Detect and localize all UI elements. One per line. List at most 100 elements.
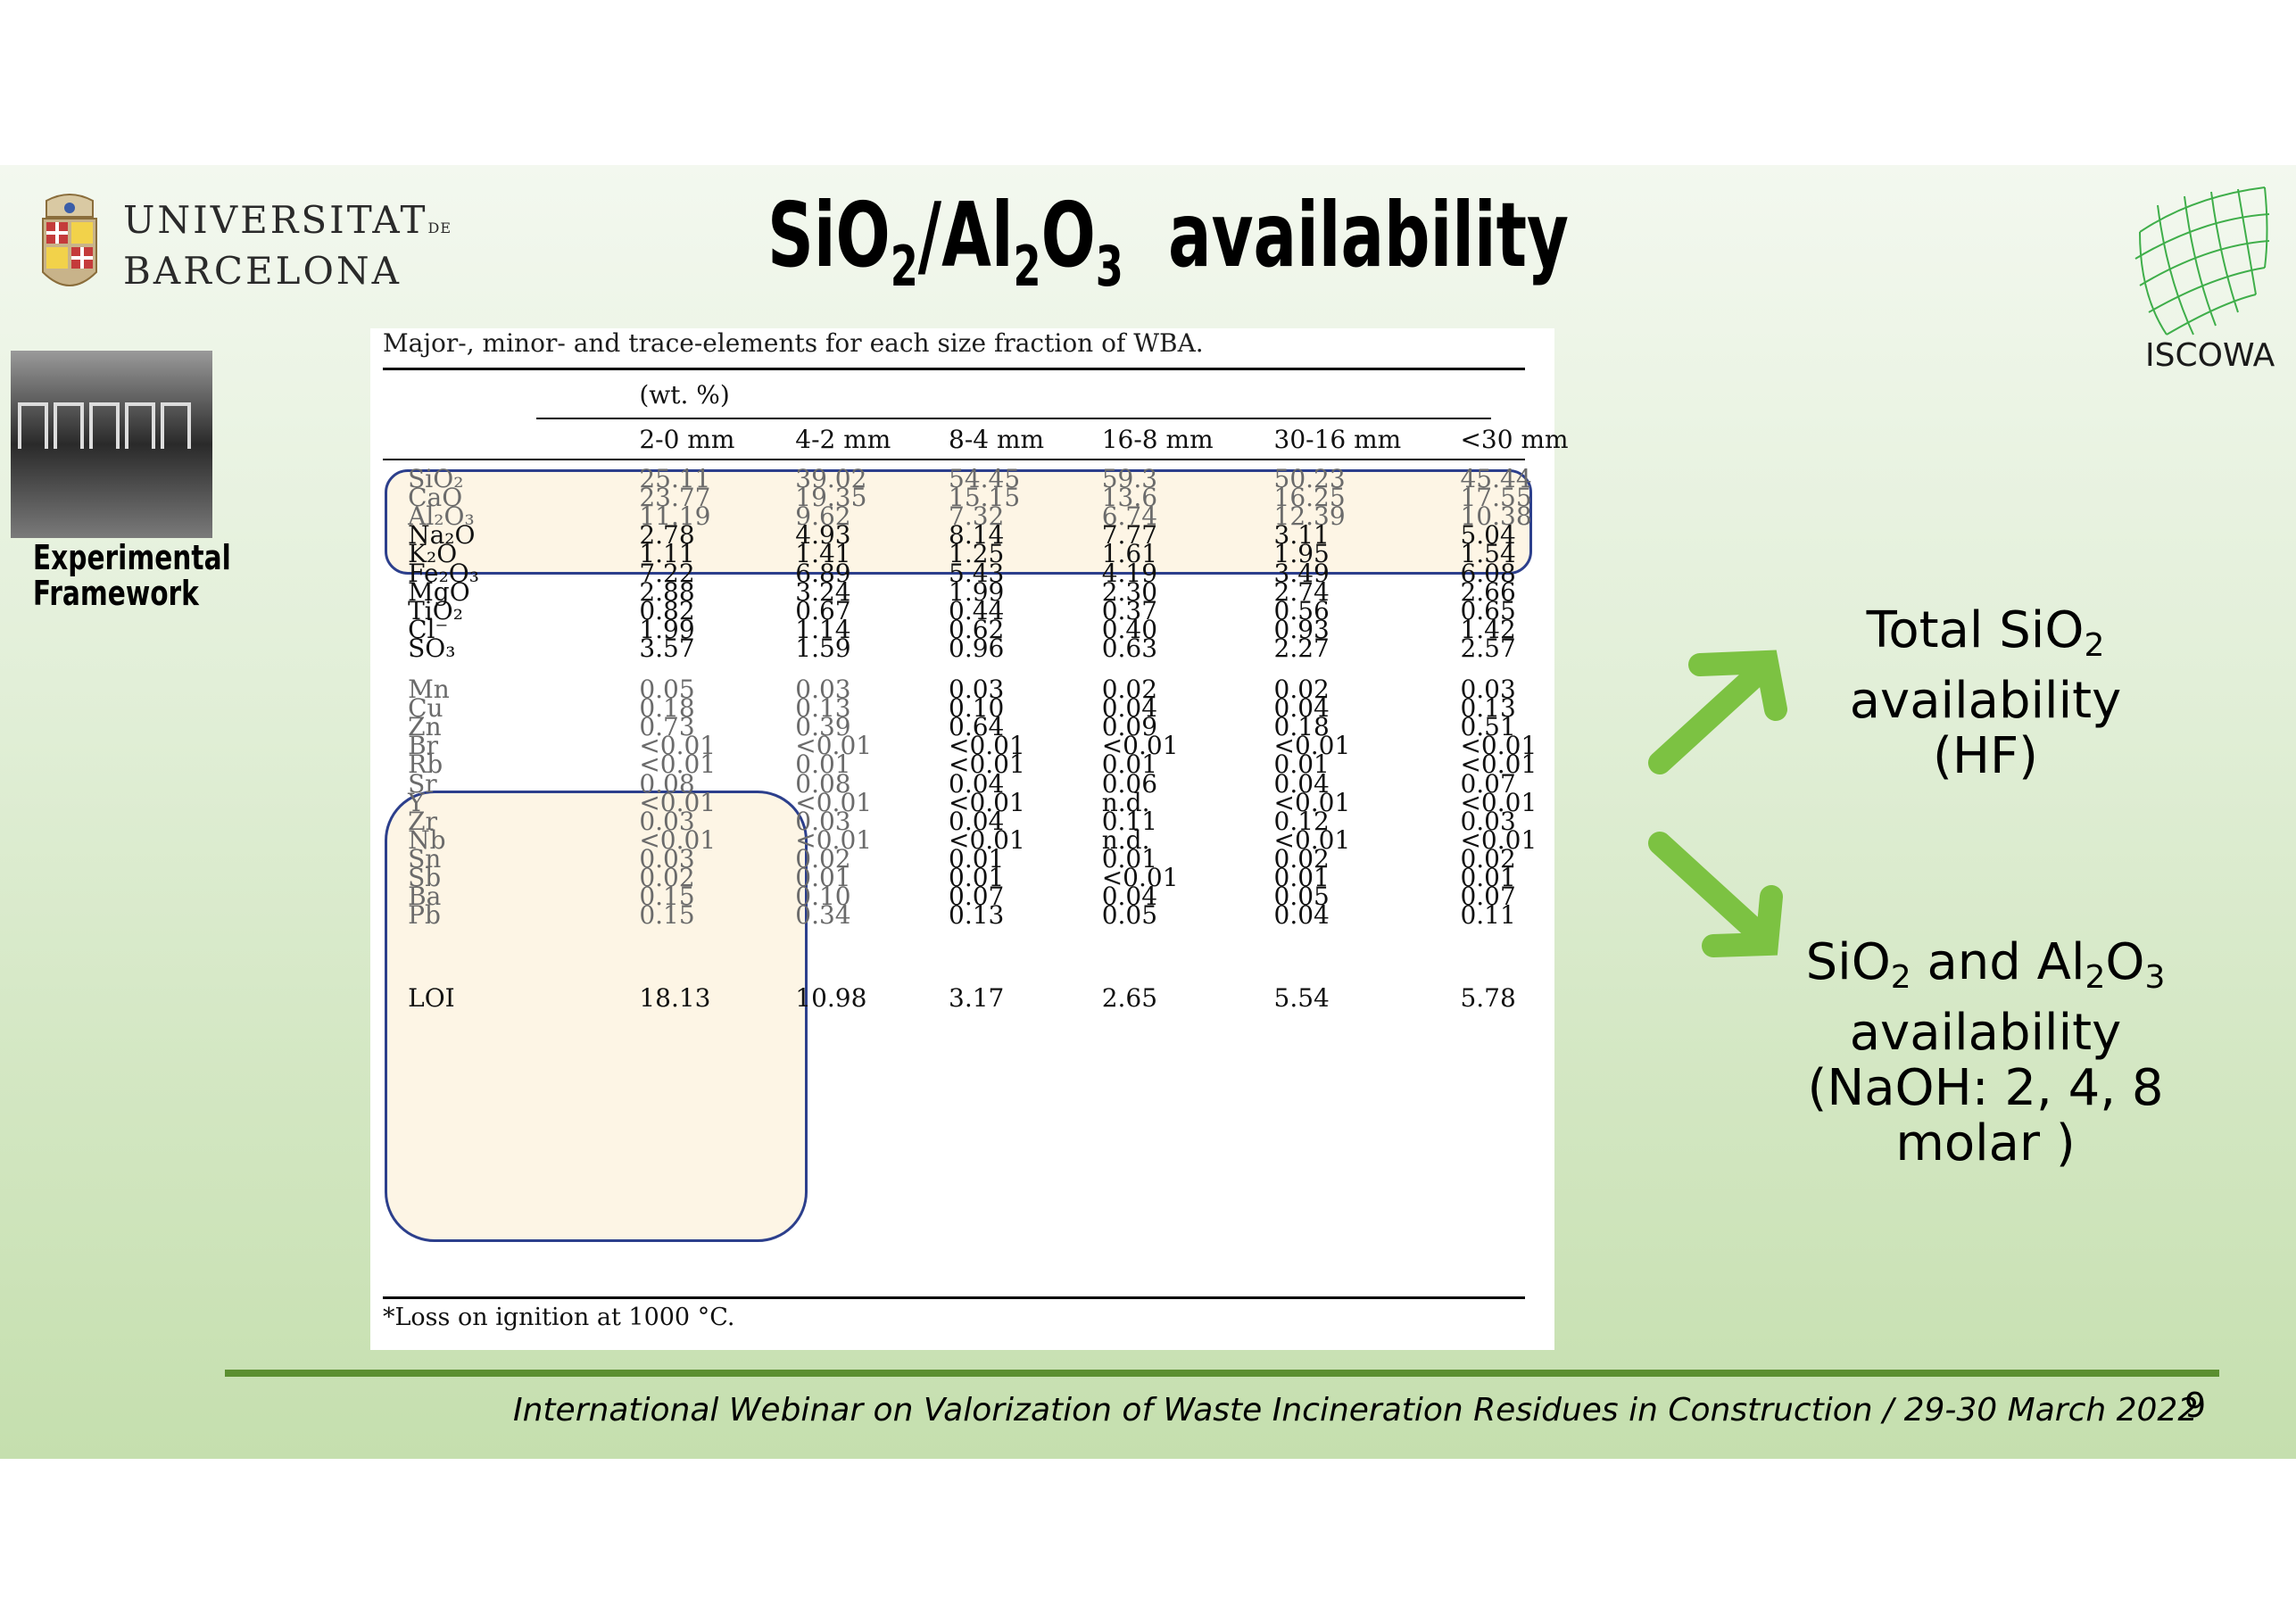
table-cell: n.d. <box>1101 824 1150 855</box>
table-cell: 0.04 <box>1101 882 1158 912</box>
experimental-framework-label: Experimental Framework <box>32 538 231 613</box>
table-cell: <0.01 <box>1273 731 1351 761</box>
table-cell: <0.01 <box>639 749 717 780</box>
table-cell: 2.88 <box>639 576 695 607</box>
university-name: UNIVERSITATDE BARCELONA <box>123 198 452 293</box>
table-cell: 39.02 <box>795 464 867 493</box>
trace-elements-highlight <box>385 791 808 1242</box>
table-footnote: *Loss on ignition at 1000 °C. <box>383 1304 735 1331</box>
table-cell: 1.25 <box>949 539 1005 569</box>
table-cell: <0.01 <box>795 824 873 855</box>
table-cell: 0.07 <box>1460 882 1516 912</box>
arrows-icon <box>1648 650 1787 957</box>
table-cell: 1.59 <box>795 633 851 663</box>
table-cell: 0.10 <box>795 882 851 912</box>
table-cell: 3.49 <box>1273 558 1330 588</box>
table-cell: 13.6 <box>1101 483 1158 513</box>
iscowa-globe-icon <box>2134 186 2270 335</box>
table-cell: 7.22 <box>639 558 695 588</box>
table-cell: 2.65 <box>1101 983 1158 1013</box>
table-cell: 0.03 <box>795 675 851 704</box>
table-cell: 0.04 <box>1101 693 1158 724</box>
table-cell: 12.39 <box>1273 501 1346 532</box>
table-cell: 0.34 <box>795 900 851 931</box>
table-cell: 1.95 <box>1273 539 1330 569</box>
table-cell: 0.18 <box>639 693 695 724</box>
table-cell: <0.01 <box>795 731 873 761</box>
table-cell: 2.27 <box>1273 633 1330 663</box>
row-label: TiO₂ <box>408 595 463 625</box>
table-cell: 0.11 <box>1460 900 1516 931</box>
row-label: MgO <box>408 576 470 607</box>
table-caption: Major-, minor- and trace-elements for ea… <box>383 328 1204 358</box>
table-cell: 0.93 <box>1273 614 1330 644</box>
table-cell: 3.17 <box>949 983 1005 1013</box>
table-unit-rule <box>536 418 1491 419</box>
column-header: 4-2 mm <box>795 425 891 454</box>
table-cell: 0.65 <box>1460 595 1516 625</box>
table-cell: 0.03 <box>795 806 851 836</box>
row-label: Na₂O <box>408 520 476 551</box>
table-cell: <0.01 <box>1460 787 1538 817</box>
table-cell: 0.01 <box>795 749 851 780</box>
footer-divider <box>225 1370 2219 1377</box>
table-cell: 6.74 <box>1101 501 1158 532</box>
table-cell: 0.96 <box>949 633 1005 663</box>
table-cell: 59.3 <box>1101 464 1158 493</box>
table-cell: 0.13 <box>949 900 1005 931</box>
table-cell: 0.07 <box>949 882 1005 912</box>
table-cell: 11.19 <box>639 501 711 532</box>
table-cell: 1.99 <box>639 614 695 644</box>
table-cell: 0.01 <box>949 863 1005 892</box>
table-cell: 17.55 <box>1460 483 1532 513</box>
table-cell: 0.04 <box>1273 693 1330 724</box>
table-cell: 0.02 <box>1101 675 1158 704</box>
table-cell: <0.01 <box>949 749 1025 780</box>
table-cell: 0.40 <box>1101 614 1158 644</box>
table-cell: 4.93 <box>795 520 851 551</box>
table-cell: 5.43 <box>949 558 1005 588</box>
footer-text: International Webinar on Valorization of… <box>513 1392 2199 1428</box>
table-cell: 7.77 <box>1101 520 1158 551</box>
column-header: 8-4 mm <box>949 425 1045 454</box>
university-logo: UNIVERSITATDE BARCELONA <box>34 192 451 303</box>
table-cell: <0.01 <box>1273 824 1351 855</box>
table-bottom-rule <box>383 1296 1525 1299</box>
table-cell: 3.11 <box>1273 520 1330 551</box>
page-number: 9 <box>2184 1386 2207 1425</box>
row-label: Zn <box>408 712 442 742</box>
table-cell: 25.11 <box>639 464 711 493</box>
table-cell: <0.01 <box>1101 731 1179 761</box>
table-cell: 0.73 <box>639 712 695 742</box>
table-cell: 0.63 <box>1101 633 1158 663</box>
table-cell: 5.54 <box>1273 983 1330 1013</box>
row-label: Ba <box>408 882 442 912</box>
table-cell: <0.01 <box>639 824 717 855</box>
table-cell: 2.74 <box>1273 576 1330 607</box>
table-cell: 1.42 <box>1460 614 1516 644</box>
row-label: Rb <box>408 749 443 780</box>
table-cell: 0.01 <box>1101 843 1158 874</box>
table-cell: 0.62 <box>949 614 1005 644</box>
table-cell: 0.10 <box>949 693 1005 724</box>
table-cell: 0.02 <box>1460 843 1516 874</box>
table-cell: 2.57 <box>1460 633 1516 663</box>
column-header: 30-16 mm <box>1273 425 1402 454</box>
row-label: Sn <box>408 843 442 874</box>
table-cell: 0.04 <box>1273 768 1330 799</box>
row-label: Cu <box>408 693 443 724</box>
table-cell: 0.02 <box>1273 675 1330 704</box>
table-cell: <0.01 <box>1101 863 1179 892</box>
table-cell: 0.01 <box>1460 863 1516 892</box>
table-cell: 0.05 <box>1273 882 1330 912</box>
row-label: Zr <box>408 806 437 836</box>
table-cell: 0.15 <box>639 900 695 931</box>
table-cell: 0.03 <box>949 675 1005 704</box>
table-cell: 1.61 <box>1101 539 1158 569</box>
table-top-rule <box>383 368 1525 370</box>
table-cell: 0.37 <box>1101 595 1158 625</box>
table-cell: 0.64 <box>949 712 1005 742</box>
table-cell: 0.01 <box>1101 749 1158 780</box>
row-label: Al₂O₃ <box>408 501 475 532</box>
table-cell: 0.02 <box>639 863 695 892</box>
